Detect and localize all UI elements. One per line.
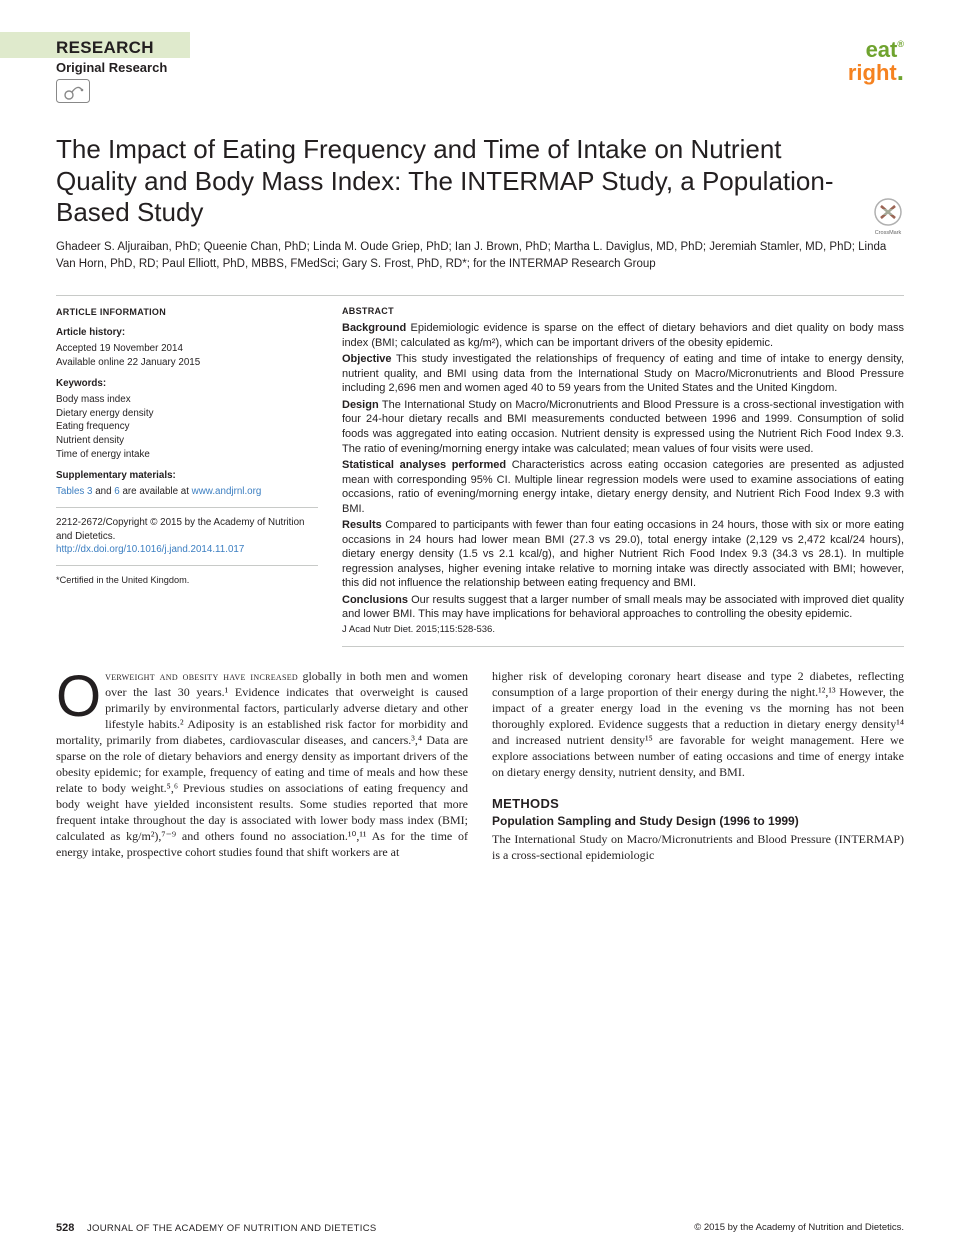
body-column-left: Overweight and obesity have increased gl… — [56, 669, 468, 864]
doi-link[interactable]: http://dx.doi.org/10.1016/j.jand.2014.11… — [56, 544, 244, 555]
author-footnote: *Certified in the United Kingdom. — [56, 574, 318, 587]
citation: J Acad Nutr Diet. 2015;115:528-536. — [342, 624, 904, 637]
page-footer: 528 JOURNAL OF THE ACADEMY OF NUTRITION … — [56, 1222, 904, 1234]
article-info-header: ARTICLE INFORMATION — [56, 306, 318, 319]
article-title: The Impact of Eating Frequency and Time … — [56, 134, 904, 229]
keyword: Body mass index — [56, 393, 318, 407]
open-access-icon — [56, 79, 90, 108]
abstract: ABSTRACT Background Epidemiologic eviden… — [342, 306, 904, 648]
divider — [56, 507, 318, 508]
stats-label: Statistical analyses performed — [342, 459, 506, 471]
history-accepted: Accepted 19 November 2014 — [56, 342, 318, 356]
background-text: Epidemiologic evidence is sparse on the … — [342, 322, 904, 349]
col2-p2: The International Study on Macro/Micronu… — [492, 832, 904, 862]
history-online: Available online 22 January 2015 — [56, 356, 318, 370]
journal-name: JOURNAL OF THE ACADEMY OF NUTRITION AND … — [87, 1223, 377, 1234]
col1-text: globally in both men and women over the … — [56, 669, 468, 858]
logo-reg: ® — [897, 39, 904, 49]
objective-label: Objective — [342, 353, 392, 365]
section-label: RESEARCH — [56, 38, 904, 58]
footer-copyright: © 2015 by the Academy of Nutrition and D… — [694, 1222, 904, 1234]
design-label: Design — [342, 399, 379, 411]
conclusions-text: Our results suggest that a larger number… — [342, 594, 904, 621]
crossmark-icon[interactable]: CrossMark — [872, 198, 904, 243]
keywords-label: Keywords: — [56, 377, 318, 391]
subsection-label: Original Research — [56, 60, 904, 75]
keyword: Nutrient density — [56, 434, 318, 448]
copyright-text: 2212-2672/Copyright © 2015 by the Academ… — [56, 516, 318, 543]
results-text: Compared to participants with fewer than… — [342, 519, 904, 589]
objective-text: This study investigated the relationship… — [342, 353, 904, 394]
background-label: Background — [342, 322, 406, 334]
abstract-header: ABSTRACT — [342, 306, 904, 318]
methods-header: METHODS — [492, 795, 904, 812]
keyword: Eating frequency — [56, 420, 318, 434]
page-number: 528 — [56, 1222, 74, 1234]
eatright-logo: eat® right. — [848, 40, 904, 84]
first-line: verweight and obesity have increased — [105, 669, 298, 683]
svg-text:CrossMark: CrossMark — [875, 230, 902, 236]
logo-right: right — [848, 60, 897, 85]
body-columns: Overweight and obesity have increased gl… — [56, 669, 904, 864]
article-info-sidebar: ARTICLE INFORMATION Article history: Acc… — [56, 306, 318, 648]
conclusions-label: Conclusions — [342, 594, 408, 606]
col2-p1: higher risk of developing coronary heart… — [492, 669, 904, 779]
dropcap: O — [56, 669, 105, 721]
results-label: Results — [342, 519, 382, 531]
supplementary-label: Supplementary materials: — [56, 469, 318, 483]
article-history-label: Article history: — [56, 326, 318, 340]
author-list: Ghadeer S. Aljuraiban, PhD; Queenie Chan… — [56, 239, 904, 272]
subsection-header: Population Sampling and Study Design (19… — [492, 814, 904, 830]
supp-link-tables3[interactable]: Tables 3 — [56, 486, 93, 497]
logo-eat: eat — [866, 37, 898, 62]
divider — [56, 565, 318, 566]
keyword: Time of energy intake — [56, 448, 318, 462]
design-text: The International Study on Macro/Micronu… — [342, 399, 904, 455]
supp-url[interactable]: www.andjrnl.org — [192, 486, 262, 497]
keyword: Dietary energy density — [56, 407, 318, 421]
supplementary-text: Tables 3 and 6 are available at www.andj… — [56, 485, 318, 499]
body-column-right: higher risk of developing coronary heart… — [492, 669, 904, 864]
